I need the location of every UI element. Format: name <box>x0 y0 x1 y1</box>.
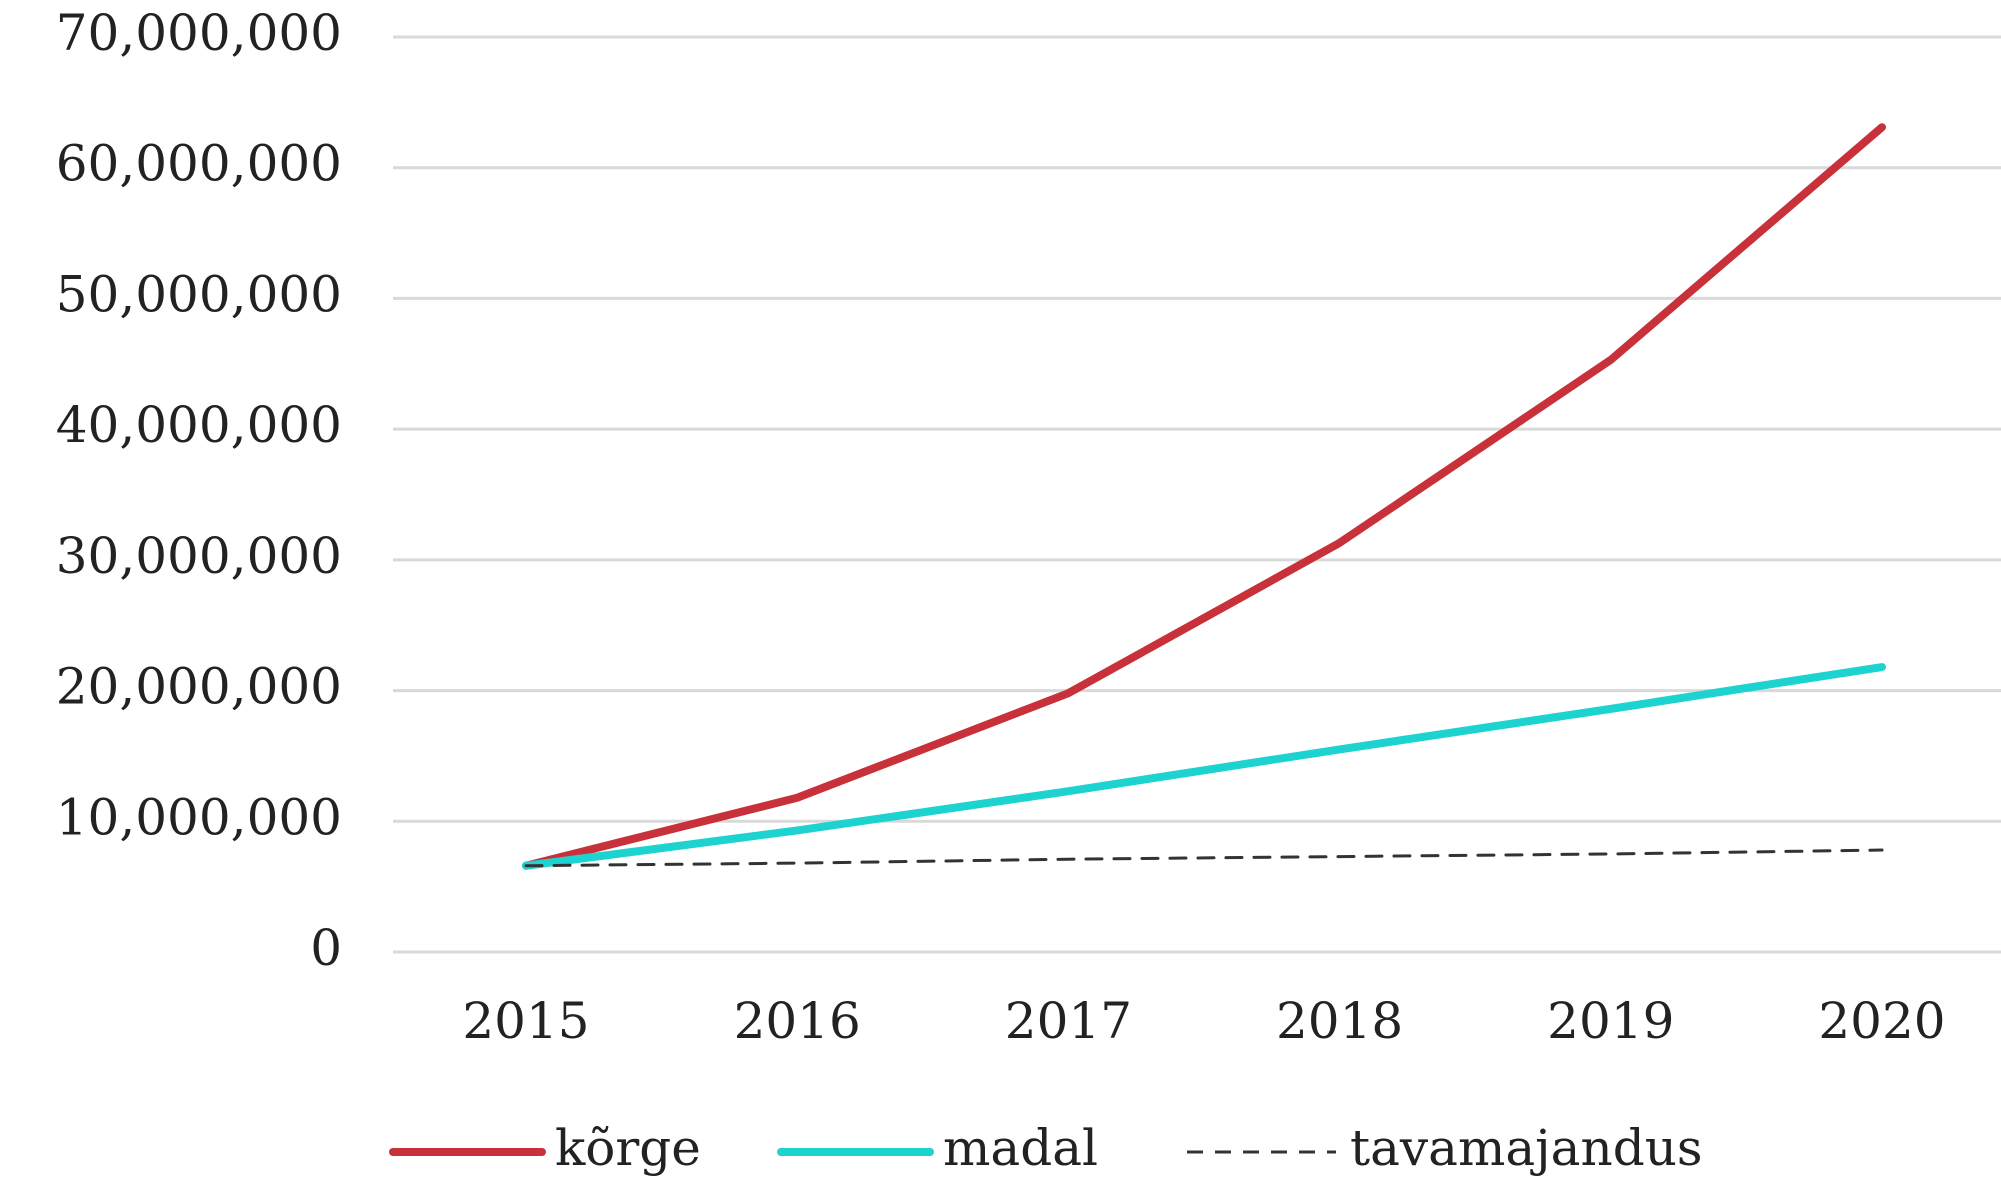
legend-label: kõrge <box>555 1119 701 1177</box>
x-tick-label: 2016 <box>734 992 861 1050</box>
y-tick-label: 10,000,000 <box>56 788 342 846</box>
series-line <box>524 848 1884 868</box>
x-tick-label: 2017 <box>1005 992 1132 1050</box>
legend-label: tavamajandus <box>1350 1119 1703 1177</box>
y-tick-label: 30,000,000 <box>56 527 342 585</box>
x-tick-label: 2019 <box>1547 992 1674 1050</box>
x-tick-label: 2015 <box>462 992 589 1050</box>
y-tick-label: 20,000,000 <box>56 658 342 716</box>
series-line <box>522 663 1886 870</box>
legend-label: madal <box>943 1119 1098 1177</box>
y-tick-label: 40,000,000 <box>56 396 342 454</box>
y-tick-label: 50,000,000 <box>56 265 342 323</box>
series-line <box>522 123 1886 870</box>
x-tick-label: 2018 <box>1276 992 1403 1050</box>
y-tick-label: 0 <box>310 919 342 977</box>
y-tick-label: 70,000,000 <box>56 4 342 62</box>
x-tick-label: 2020 <box>1818 992 1945 1050</box>
y-tick-label: 60,000,000 <box>56 135 342 193</box>
